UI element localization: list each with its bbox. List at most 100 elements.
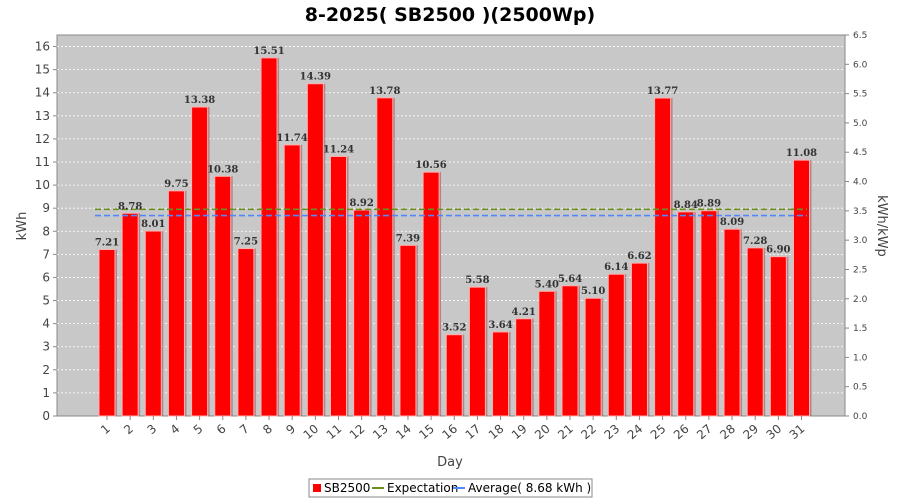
y-tick-label: 3 bbox=[42, 340, 50, 354]
legend-label: Expectation bbox=[387, 481, 458, 495]
y-right-tick-label: 1.5 bbox=[853, 324, 867, 334]
bar bbox=[677, 211, 695, 417]
bar-group bbox=[723, 228, 743, 417]
x-tick-label: 17 bbox=[463, 422, 484, 443]
bar-group bbox=[561, 285, 580, 417]
bar-group bbox=[237, 248, 256, 417]
x-tick-label: 4 bbox=[168, 422, 183, 438]
bar bbox=[306, 83, 324, 417]
bar bbox=[260, 57, 278, 417]
x-tick-label: 19 bbox=[509, 422, 530, 443]
bar-value-label: 5.64 bbox=[558, 274, 582, 285]
bar-value-label: 5.58 bbox=[465, 275, 489, 286]
bar bbox=[214, 175, 232, 417]
chart-title: 8-2025( SB2500 )(2500Wp) bbox=[305, 4, 595, 26]
legend-label: SB2500 bbox=[324, 481, 370, 495]
x-tick-label: 1 bbox=[98, 422, 113, 438]
x-tick-label: 7 bbox=[237, 422, 252, 438]
bar-value-label: 10.56 bbox=[415, 160, 446, 171]
bar-group bbox=[630, 262, 650, 417]
bar-group bbox=[214, 175, 233, 417]
bar-value-label: 5.40 bbox=[535, 279, 559, 290]
bar bbox=[376, 97, 394, 417]
bar bbox=[515, 318, 533, 417]
bar-value-label: 8.89 bbox=[697, 199, 721, 210]
y-right-tick-label: 5.5 bbox=[853, 90, 867, 100]
x-tick-label: 20 bbox=[532, 422, 553, 443]
bar-value-label: 10.38 bbox=[207, 164, 238, 175]
bar-value-label: 3.64 bbox=[488, 320, 512, 331]
bar-value-label: 7.28 bbox=[743, 236, 767, 247]
bar-value-label: 11.74 bbox=[277, 133, 308, 144]
x-tick-label: 24 bbox=[625, 422, 646, 443]
y-tick-label: 6 bbox=[42, 270, 50, 284]
right-axis: 0.0 0.5 1.0 1.5 2.0 2.5 3.0 3.5 4.0 4.5 5.0 5.5 6.0 6… bbox=[845, 31, 868, 422]
x-tick-label: 10 bbox=[301, 422, 322, 443]
bar bbox=[191, 106, 209, 417]
bar bbox=[353, 209, 371, 417]
bar bbox=[769, 256, 787, 417]
y-tick-label: 14 bbox=[35, 86, 50, 100]
bar-value-label: 15.51 bbox=[253, 46, 284, 57]
y-right-tick-label: 6.5 bbox=[853, 31, 867, 41]
bar bbox=[607, 273, 625, 417]
data-labels: 7.21 8.78 8.01 9.75 13.38 10.38 7.25 15.51 11.74… bbox=[95, 46, 817, 334]
y-tick-label: 8 bbox=[42, 224, 50, 238]
y-right-tick-label: 4.0 bbox=[853, 178, 868, 188]
bar-value-label: 7.25 bbox=[234, 237, 258, 248]
y-tick-label: 0 bbox=[42, 409, 50, 423]
bar-group bbox=[677, 211, 696, 417]
x-tick-label: 15 bbox=[416, 422, 437, 443]
y-right-tick-label: 2.5 bbox=[853, 265, 867, 275]
reference-lines bbox=[95, 208, 807, 217]
y-tick-label: 11 bbox=[35, 155, 50, 169]
x-tick-label: 11 bbox=[324, 422, 345, 443]
bar-group bbox=[353, 209, 372, 417]
bar-group bbox=[98, 249, 117, 417]
bar bbox=[793, 159, 810, 417]
x-tick-label: 8 bbox=[260, 422, 275, 438]
x-tick-label: 22 bbox=[578, 422, 599, 443]
y-right-tick-label: 2.0 bbox=[853, 295, 868, 305]
bar-value-label: 8.01 bbox=[141, 219, 165, 230]
bar-value-label: 6.90 bbox=[766, 245, 790, 256]
x-tick-label: 29 bbox=[740, 422, 761, 443]
bar-value-label: 7.39 bbox=[396, 233, 420, 244]
bar-value-label: 9.75 bbox=[164, 179, 188, 190]
bar bbox=[237, 248, 255, 417]
x-tick-label: 26 bbox=[671, 422, 692, 443]
y-right-tick-label: 4.5 bbox=[853, 148, 867, 158]
bar-group bbox=[654, 97, 673, 417]
x-tick-label: 31 bbox=[787, 422, 808, 443]
bar bbox=[98, 249, 116, 417]
bars bbox=[98, 57, 812, 417]
y-right-tick-label: 3.0 bbox=[853, 236, 868, 246]
bar bbox=[700, 210, 718, 417]
bar-group bbox=[700, 210, 719, 417]
y-tick-label: 13 bbox=[35, 109, 50, 123]
x-tick-label: 30 bbox=[764, 422, 785, 443]
bar bbox=[746, 247, 764, 417]
bar-value-label: 13.38 bbox=[184, 95, 215, 106]
bar bbox=[283, 144, 301, 417]
bar-group bbox=[607, 273, 627, 417]
bar bbox=[538, 290, 556, 417]
bar-group bbox=[492, 331, 511, 417]
y-tick-label: 1 bbox=[42, 386, 50, 400]
bar-value-label: 8.84 bbox=[674, 200, 698, 211]
x-tick-label: 12 bbox=[347, 422, 368, 443]
bar-group bbox=[167, 190, 187, 417]
x-tick-label: 23 bbox=[602, 422, 623, 443]
x-tick-label: 27 bbox=[694, 422, 715, 443]
y-right-tick-label: 0.0 bbox=[853, 412, 868, 422]
bar bbox=[144, 230, 162, 417]
bar-group bbox=[515, 318, 534, 417]
y-tick-label: 7 bbox=[42, 247, 50, 261]
bar bbox=[445, 334, 463, 417]
bar-group bbox=[538, 290, 557, 417]
bar-value-label: 7.21 bbox=[95, 238, 119, 249]
bar-value-label: 6.14 bbox=[604, 262, 628, 273]
bar-value-label: 6.62 bbox=[627, 251, 651, 262]
bar-value-label: 13.77 bbox=[647, 86, 678, 97]
